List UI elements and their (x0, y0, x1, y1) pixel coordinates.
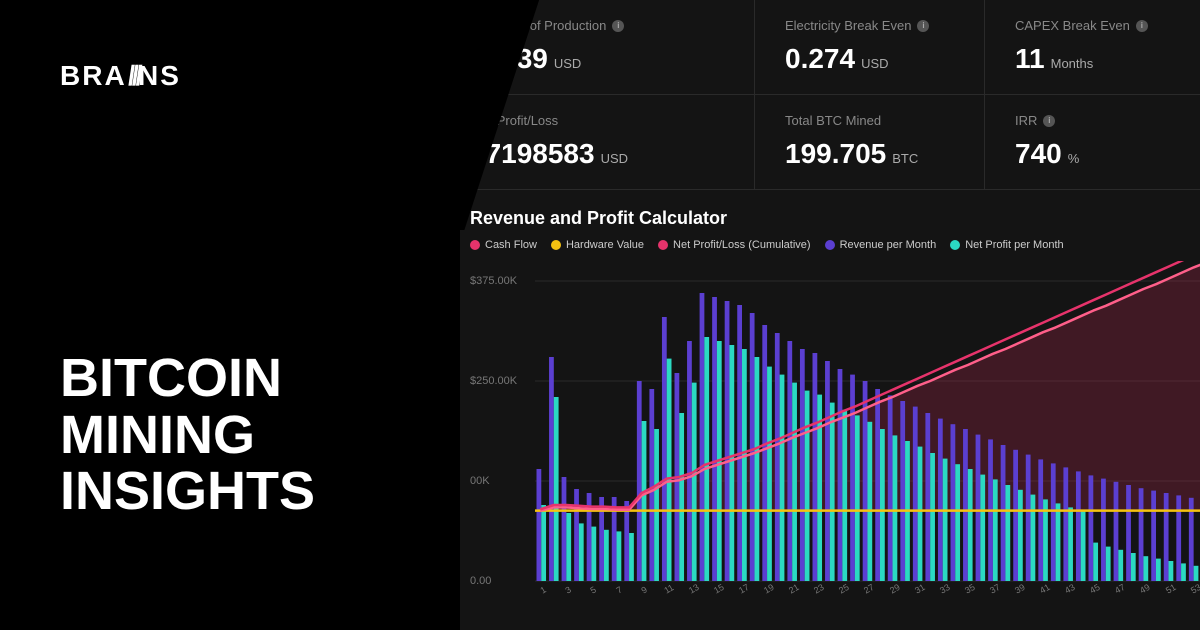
info-icon[interactable]: i (1043, 115, 1055, 127)
legend-item[interactable]: Net Profit/Loss (Cumulative) (658, 239, 811, 251)
metric-label: CAPEX Break Eveni (1015, 18, 1180, 33)
chart-title: Revenue and Profit Calculator (470, 208, 1200, 229)
legend-label: Hardware Value (566, 239, 644, 251)
legend-dot-icon (825, 240, 835, 250)
metric-card: IRRi 740% (985, 95, 1200, 190)
headline: BITCOIN MINING INSIGHTS (60, 350, 315, 520)
legend-label: Cash Flow (485, 239, 537, 251)
legend-label: Revenue per Month (840, 239, 937, 251)
metric-card: Total BTC Mined 199.705BTC (755, 95, 985, 190)
dashboard: Avg. Cost of Productioni21639USDElectric… (440, 0, 1200, 630)
headline-line-2: MINING (60, 407, 315, 464)
legend-dot-icon (470, 240, 480, 250)
legend-item[interactable]: Net Profit per Month (950, 239, 1063, 251)
metric-label: End Profit/Loss (470, 113, 734, 128)
metrics-grid: Avg. Cost of Productioni21639USDElectric… (440, 0, 1200, 190)
legend-dot-icon (658, 240, 668, 250)
metric-unit: % (1068, 151, 1080, 166)
chart-plot: $375.00K$250.00K00K0.0013579111315171921… (470, 261, 1200, 621)
metric-label: Electricity Break Eveni (785, 18, 964, 33)
headline-line-1: BITCOIN (60, 350, 315, 407)
legend-item[interactable]: Cash Flow (470, 239, 537, 251)
metric-value: 199.705BTC (785, 138, 964, 170)
metric-card: CAPEX Break Eveni 11Months (985, 0, 1200, 95)
metric-label: IRRi (1015, 113, 1180, 128)
metric-value: 11Months (1015, 43, 1180, 75)
info-icon[interactable]: i (917, 20, 929, 32)
brand-logo: BRA\\\NS (60, 60, 181, 92)
legend-item[interactable]: Revenue per Month (825, 239, 937, 251)
legend-label: Net Profit per Month (965, 239, 1063, 251)
metric-unit: Months (1051, 56, 1094, 71)
headline-line-3: INSIGHTS (60, 463, 315, 520)
metric-value: 740% (1015, 138, 1180, 170)
metric-unit: USD (861, 56, 888, 71)
info-icon[interactable]: i (612, 20, 624, 32)
legend-item[interactable]: Hardware Value (551, 239, 644, 251)
info-icon[interactable]: i (1136, 20, 1148, 32)
metric-value: 27198583USD (470, 138, 734, 170)
metric-label: Total BTC Mined (785, 113, 964, 128)
chart-svg (470, 261, 1200, 611)
metric-unit: USD (554, 56, 581, 71)
chart-legend: Cash Flow Hardware Value Net Profit/Loss (… (470, 239, 1200, 251)
metric-unit: BTC (892, 151, 918, 166)
legend-dot-icon (551, 240, 561, 250)
metric-card: Electricity Break Eveni 0.274USD (755, 0, 985, 95)
legend-dot-icon (950, 240, 960, 250)
metric-unit: USD (601, 151, 628, 166)
legend-label: Net Profit/Loss (Cumulative) (673, 239, 811, 251)
metric-value: 0.274USD (785, 43, 964, 75)
chart-area: Revenue and Profit Calculator Cash Flow H… (440, 190, 1200, 621)
